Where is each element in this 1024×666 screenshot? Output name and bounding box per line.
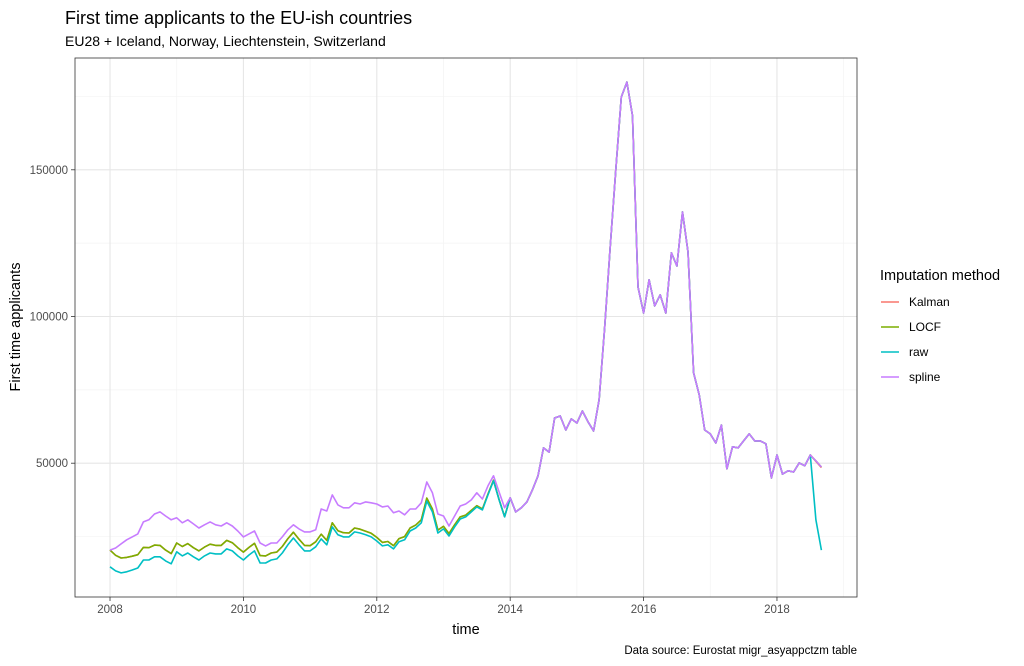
grid-lines [75, 58, 857, 597]
chart-title: First time applicants to the EU-ish coun… [65, 8, 412, 28]
x-tick-label: 2010 [231, 604, 257, 616]
y-tick-label: 50000 [36, 458, 68, 470]
chart-subtitle: EU28 + Iceland, Norway, Liechtenstein, S… [65, 33, 386, 49]
y-tick-label: 150000 [30, 165, 68, 177]
axes: 2008 2010 2012 2014 2016 2018 50000 100000 15000… [30, 165, 790, 616]
x-axis-title: time [452, 622, 479, 638]
legend-label-locf: LOCF [909, 320, 941, 334]
x-tick-label: 2008 [97, 604, 123, 616]
plot-panel-border [74, 57, 858, 598]
legend-label-kalman: Kalman [909, 295, 950, 309]
y-tick-label: 100000 [30, 311, 68, 323]
x-tick-label: 2014 [497, 604, 523, 616]
legend: Imputation method Kalman LOCF raw spline [880, 268, 1000, 384]
series-line-raw [109, 81, 823, 574]
legend-label-spline: spline [909, 370, 941, 384]
series-line-locf [109, 81, 822, 559]
caption: Data source: Eurostat migr_asyappctzm ta… [624, 645, 857, 657]
x-tick-label: 2012 [364, 604, 390, 616]
legend-label-raw: raw [909, 345, 929, 359]
series-line-spline [109, 81, 822, 551]
x-tick-label: 2016 [631, 604, 657, 616]
series-line-kalman [109, 81, 822, 559]
x-tick-label: 2018 [764, 604, 790, 616]
series-lines [109, 81, 823, 574]
legend-title: Imputation method [880, 268, 1000, 284]
y-axis-title: First time applicants [8, 263, 24, 392]
